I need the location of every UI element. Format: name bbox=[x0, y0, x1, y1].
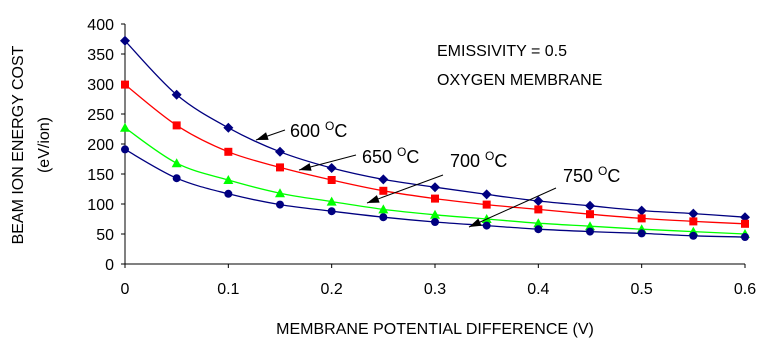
y-tick-label: 0 bbox=[105, 257, 114, 274]
series-group bbox=[120, 35, 750, 241]
series-label-unit: C bbox=[607, 166, 620, 186]
data-point-diamond bbox=[223, 122, 234, 133]
data-point-circle bbox=[121, 145, 129, 154]
data-point-diamond bbox=[430, 182, 440, 193]
leader-arrowhead bbox=[299, 163, 312, 171]
y-tick-label: 50 bbox=[96, 227, 114, 244]
series-label-value: 650 bbox=[362, 147, 397, 167]
series-label: 650 OC bbox=[362, 145, 419, 167]
data-point-diamond bbox=[688, 208, 699, 219]
data-point-triangle bbox=[430, 209, 440, 219]
data-point-square bbox=[327, 176, 336, 184]
y-axis-title-line-2: (eV/ion) bbox=[36, 117, 53, 173]
data-point-square bbox=[741, 219, 749, 228]
x-tick-label: 0 bbox=[121, 281, 130, 298]
x-tick-label: 0.3 bbox=[424, 281, 446, 298]
annotation-emissivity: EMISSIVITY = 0.5 bbox=[437, 43, 567, 60]
x-tick-label: 0.4 bbox=[527, 281, 549, 298]
data-point-triangle bbox=[120, 122, 130, 132]
data-point-square bbox=[586, 210, 594, 219]
leader-line bbox=[366, 174, 444, 204]
series-label-unit: C bbox=[334, 121, 347, 141]
y-tick-label: 150 bbox=[87, 167, 114, 184]
data-point-diamond bbox=[533, 196, 544, 206]
data-point-triangle bbox=[326, 196, 337, 206]
data-point-triangle bbox=[585, 221, 595, 231]
data-point-triangle bbox=[481, 214, 492, 223]
x-tick-label: 0.2 bbox=[321, 281, 343, 298]
leader-arrowhead bbox=[256, 132, 269, 140]
leader-line bbox=[468, 187, 557, 228]
y-tick-label: 100 bbox=[87, 197, 114, 214]
y-tick-label: 300 bbox=[87, 77, 114, 94]
data-point-circle bbox=[534, 225, 543, 234]
data-point-circle bbox=[637, 229, 646, 238]
data-point-circle bbox=[379, 213, 388, 222]
y-tick-label: 350 bbox=[87, 47, 114, 64]
series-label-degree: O bbox=[325, 119, 334, 133]
x-tick-label: 0.6 bbox=[734, 281, 756, 298]
data-point-diamond bbox=[326, 163, 337, 173]
data-point-square bbox=[276, 163, 284, 172]
leader-arrowhead bbox=[367, 195, 380, 203]
data-point-square bbox=[379, 186, 388, 195]
y-tick-label: 250 bbox=[87, 107, 114, 124]
data-point-square bbox=[637, 214, 646, 223]
x-ticks: 0 0.1 0.2 0.3 0.4 0.5 0.6 bbox=[121, 264, 756, 298]
series-label-value: 600 bbox=[290, 121, 325, 141]
data-point-diamond bbox=[171, 89, 182, 100]
series-label-unit: C bbox=[494, 151, 507, 171]
data-point-diamond bbox=[378, 174, 389, 185]
data-point-circle bbox=[327, 207, 336, 216]
data-point-triangle bbox=[378, 204, 389, 214]
data-point-triangle bbox=[171, 158, 182, 168]
x-tick-label: 0.1 bbox=[217, 281, 239, 298]
data-point-circle bbox=[276, 200, 284, 209]
y-tick-label: 400 bbox=[87, 17, 114, 34]
data-point-square bbox=[224, 147, 233, 156]
series-label-value: 750 bbox=[563, 166, 598, 186]
data-point-triangle bbox=[275, 188, 285, 198]
series-label-degree: O bbox=[485, 149, 494, 163]
series-line bbox=[124, 84, 746, 225]
data-point-circle bbox=[172, 174, 181, 183]
data-point-diamond bbox=[585, 200, 595, 211]
data-point-circle bbox=[689, 231, 698, 240]
data-point-square bbox=[431, 194, 439, 203]
data-point-triangle bbox=[223, 175, 234, 184]
data-point-square bbox=[534, 205, 543, 214]
data-point-diamond bbox=[740, 212, 750, 223]
leader-arrowhead bbox=[469, 218, 482, 227]
y-ticks: 0 50 100 150 200 250 300 350 400 bbox=[87, 17, 125, 274]
annotation-membrane: OXYGEN MEMBRANE bbox=[437, 72, 602, 89]
series-label: 750 OC bbox=[563, 164, 620, 186]
data-point-square bbox=[172, 121, 181, 130]
series-label-unit: C bbox=[406, 147, 419, 167]
x-axis-title: MEMBRANE POTENTIAL DIFFERENCE (V) bbox=[276, 321, 594, 338]
data-point-diamond bbox=[275, 146, 285, 157]
x-tick-label: 0.5 bbox=[631, 281, 653, 298]
data-point-square bbox=[482, 200, 491, 209]
data-point-circle bbox=[482, 221, 491, 230]
data-point-circle bbox=[224, 189, 233, 198]
data-point-circle bbox=[431, 218, 439, 226]
y-axis-title-line-1: BEAM ION ENERGY COST bbox=[10, 45, 27, 244]
series-label-degree: O bbox=[397, 145, 406, 159]
data-point-circle bbox=[586, 227, 594, 236]
series-label-degree: O bbox=[598, 164, 607, 178]
data-point-diamond bbox=[636, 205, 647, 216]
series-label: 600 OC bbox=[290, 119, 347, 141]
data-point-diamond bbox=[481, 189, 492, 200]
y-tick-label: 200 bbox=[87, 137, 114, 154]
data-point-square bbox=[689, 217, 698, 226]
data-point-circle bbox=[741, 233, 749, 241]
data-point-diamond bbox=[120, 35, 130, 46]
series-label: 700 OC bbox=[450, 149, 507, 171]
axes bbox=[124, 24, 745, 265]
data-point-triangle bbox=[533, 218, 544, 228]
series-label-value: 700 bbox=[450, 151, 485, 171]
data-point-square bbox=[121, 80, 129, 89]
